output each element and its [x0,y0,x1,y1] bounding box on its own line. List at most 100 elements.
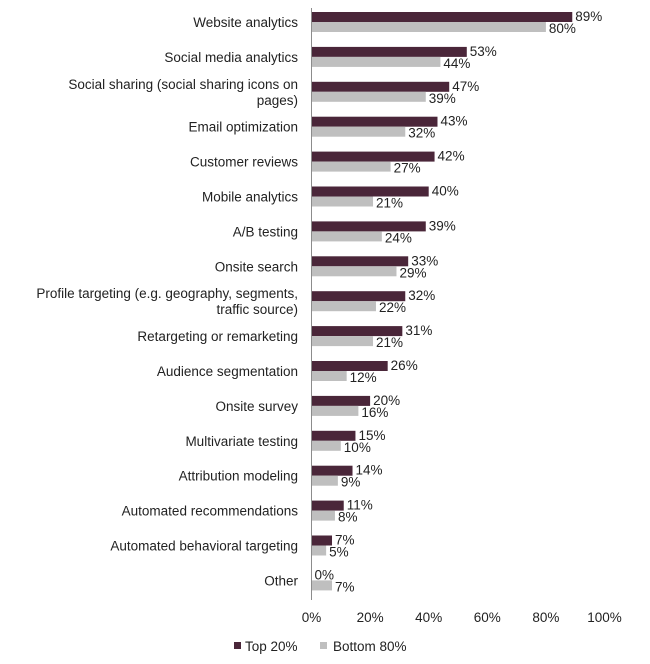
data-label: 53% [470,44,497,59]
data-label: 10% [344,440,371,455]
category-labels-group: Website analytics Social media analytics S… [36,15,298,588]
data-label: 24% [385,230,412,245]
data-label: 21% [376,335,403,350]
bar-bottom-80 [311,266,397,277]
bar-bottom-80 [311,440,341,451]
bar-bottom-80 [311,371,347,381]
data-label: 29% [399,265,426,280]
bar-bottom-80 [311,22,546,32]
bar-top-20 [311,465,353,476]
bar-bottom-80 [311,336,374,347]
bar-top-20 [311,81,450,92]
bar-bottom-80 [311,231,382,242]
data-label: 21% [376,196,403,211]
legend-swatch [234,642,241,649]
bar-top-20 [311,291,406,302]
bar-top-20 [311,430,356,441]
category-label: Social media analytics [164,50,298,65]
x-tick-label: 0% [302,610,322,625]
category-label: Onsite search [215,259,298,274]
bar-bottom-80 [311,301,376,312]
bar-top-20 [311,256,409,267]
category-label: Attribution modeling [179,469,298,484]
data-label: 39% [429,91,456,106]
data-label: 33% [411,253,438,268]
data-label: 27% [394,161,421,176]
category-label: Multivariate testing [185,434,298,449]
data-label: 89% [575,9,602,24]
bar-bottom-80 [311,475,338,486]
bar-bottom-80 [311,545,327,556]
data-label: 11% [347,498,373,513]
category-label: Other [264,573,298,588]
category-label: Social sharing (social sharing icons on p… [68,77,298,108]
bar-top-20 [311,361,388,371]
bar-top-20 [311,12,573,22]
x-tick-label: 40% [415,610,442,625]
category-label: Automated recommendations [122,504,299,519]
data-label: 9% [341,475,361,490]
data-label: 47% [452,79,479,94]
bar-bottom-80 [311,510,335,521]
bar-top-20 [311,535,333,546]
data-label: 16% [361,405,388,420]
category-label: A/B testing [233,224,298,239]
data-label: 12% [350,370,377,385]
bar-bottom-80 [311,126,406,137]
bar-top-20 [311,151,435,162]
category-label: Website analytics [193,15,298,30]
bar-top-20 [311,221,426,232]
data-label: 39% [429,218,456,233]
data-label: 14% [356,463,383,478]
category-label: Customer reviews [190,155,298,170]
category-label: Retargeting or remarketing [137,329,298,344]
bar-top-20 [311,116,438,127]
data-label: 43% [440,114,467,129]
x-tick-label: 20% [357,610,384,625]
category-label: Email optimization [188,120,298,135]
x-tick-label: 80% [532,610,559,625]
data-label: 15% [358,428,385,443]
legend-label: Bottom 80% [333,639,407,654]
legend-swatch [320,642,327,649]
category-label: Automated behavioral targeting [110,539,298,554]
category-label: Profile targeting (e.g. geography, segme… [36,286,298,317]
data-label: 22% [379,300,406,315]
bar-top-20 [311,46,467,57]
bar-top-20 [311,326,403,337]
bar-top-20 [311,500,344,511]
bar-bottom-80 [311,196,374,207]
bar-bottom-80 [311,161,391,172]
data-label: 8% [338,510,358,525]
data-label: 80% [549,21,576,36]
bar-bottom-80 [311,91,426,102]
data-label: 32% [408,126,435,141]
bar-top-20 [311,186,429,197]
bar-bottom-80 [311,56,441,67]
bars-group [311,12,573,591]
x-axis-ticks-group: 0% 20% 40% 60% 80% 100% [302,610,622,625]
data-label: 26% [391,358,418,373]
x-tick-label: 100% [587,610,622,625]
legend: Top 20% Bottom 80% [234,639,407,654]
category-label: Audience segmentation [157,364,298,379]
value-labels-group: 89%80%53%44%47%39%43%32%42%27%40%21%39%2… [315,9,603,594]
data-label: 20% [373,393,400,408]
category-label: Mobile analytics [202,190,298,205]
data-label: 7% [335,579,355,594]
bar-top-20 [311,395,371,406]
legend-label: Top 20% [245,639,298,654]
data-label: 32% [408,288,435,303]
data-label: 7% [335,533,355,548]
category-label: Onsite survey [215,399,298,414]
data-label: 5% [329,545,349,560]
data-label: 40% [432,184,459,199]
data-label: 31% [405,323,432,338]
data-label: 42% [438,149,465,164]
bar-bottom-80 [311,580,333,591]
bar-bottom-80 [311,405,359,416]
x-tick-label: 60% [474,610,501,625]
data-label: 0% [315,567,335,582]
data-label: 44% [443,56,470,71]
